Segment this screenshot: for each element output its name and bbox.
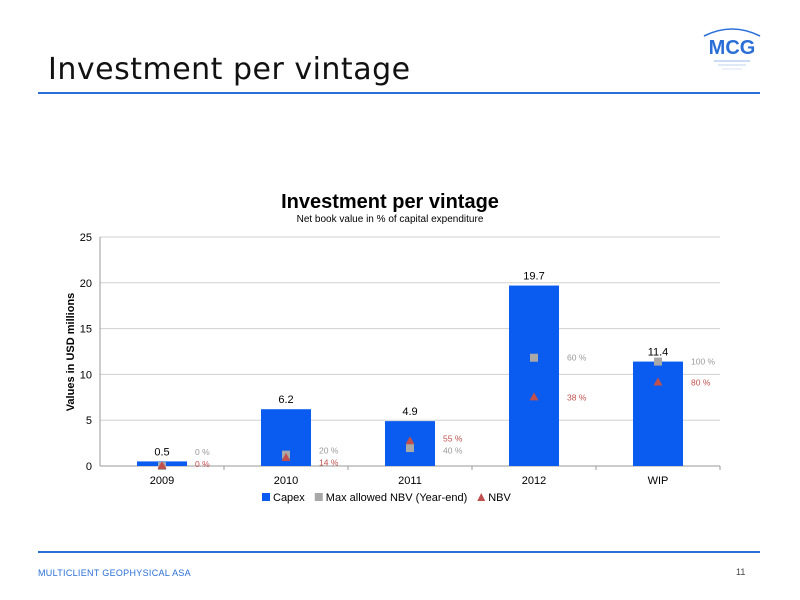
nbv-marker [405,436,415,445]
y-tick-label: 15 [80,324,92,336]
max-nbv-pct-label: 0 % [195,447,210,457]
nbv-pct-label: 0 % [195,459,210,469]
legend-label: Max allowed NBV (Year-end) [326,492,467,504]
nbv-marker [653,377,663,386]
x-tick-label: WIP [648,475,669,487]
y-tick-label: 0 [86,461,92,473]
max-nbv-pct-label: 20 % [319,445,339,455]
chart-subtitle: Net book value in % of capital expenditu… [297,214,484,225]
legend-nbv-swatch [477,493,486,501]
footer-company: MULTICLIENT GEOPHYSICAL ASA [38,568,191,578]
nbv-pct-label: 80 % [691,377,711,387]
max-nbv-pct-label: 40 % [443,446,463,456]
header-rule [38,92,760,94]
slide-title: Investment per vintage [48,52,411,87]
max-nbv-pct-label: 100 % [691,357,716,367]
chart-title: Investment per vintage [281,191,499,213]
y-tick-label: 5 [86,415,92,427]
nbv-pct-label: 55 % [443,434,463,444]
capex-value-label: 6.2 [278,394,293,406]
max-nbv-marker [530,353,538,362]
max-nbv-marker [654,357,662,366]
legend: Capex Max allowed NBV (Year-end) NBV [262,492,512,504]
y-tick-label: 10 [80,369,92,381]
data-labels: 0.5 6.2 4.9 19.7 11.4 0 % 0 % 20 % 14 % 55 % 40 % 6… [154,271,715,469]
axes: 0 5 10 15 20 25 2009 2010 2011 2012 WIP [80,232,721,487]
x-tick-label: 2010 [274,475,298,487]
gridlines [100,236,720,467]
nbv-marker [281,453,291,462]
y-axis-label: Values in USD millions [65,293,77,412]
capex-bar [633,361,683,466]
max-nbv-marker [406,444,414,453]
markers [157,353,663,470]
legend-capex-swatch [262,493,270,501]
page-number: 11 [736,567,746,577]
legend-label: NBV [488,492,511,504]
bars [137,285,683,466]
footer-rule [38,551,760,553]
capex-bar [509,285,559,466]
capex-value-label: 19.7 [523,271,544,283]
y-tick-label: 20 [80,278,92,290]
max-nbv-pct-label: 60 % [567,353,587,363]
legend-label: Capex [273,492,305,504]
capex-value-label: 11.4 [648,347,669,359]
nbv-pct-label: 38 % [567,392,587,402]
capex-value-label: 0.5 [154,446,169,458]
svg-text:MCG: MCG [709,37,756,59]
mcg-logo-icon: MCG [703,28,761,70]
x-tick-label: 2011 [398,475,422,487]
y-tick-label: 25 [80,232,92,244]
capex-value-label: 4.9 [402,406,417,418]
nbv-marker [529,392,539,401]
nbv-marker [157,461,167,469]
legend-max-nbv-swatch [314,493,323,501]
x-tick-label: 2012 [522,475,546,487]
nbv-pct-label: 14 % [319,457,339,467]
x-tick-label: 2009 [150,475,174,487]
